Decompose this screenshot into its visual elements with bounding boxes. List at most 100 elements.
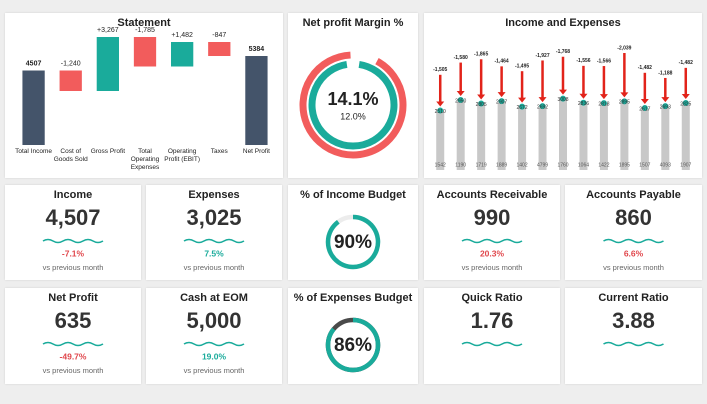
arrow-head [681,94,690,100]
income-marker [478,100,485,107]
expense-arrow [681,67,690,100]
ring-arc [325,317,381,373]
income-label: 2907 [496,99,507,105]
sparkline [603,238,664,244]
expense-arrow [661,77,670,103]
income-bar [497,101,506,170]
expense-label: -1,464 [495,59,509,65]
sparkline [183,341,245,347]
arrow-head [497,92,506,98]
card-graphic: 860 6.6% vs previous month [603,205,664,272]
kpi-value: 4,507 [45,205,100,230]
waterfall-bar [96,37,119,91]
income-marker [621,98,628,105]
kpi-value: 14.1% [327,89,378,109]
data-label: 4507 [26,60,42,67]
expense-label: -1,927 [535,53,549,59]
card-graphic: 5,000 19.0% vs previous month [183,308,245,375]
sparkline [461,238,523,244]
card: Current Ratio 3.88 [565,288,702,384]
bottom-label: 1190 [455,162,466,168]
kpi-note: vs previous month [43,263,104,272]
arrow-head [599,94,608,100]
x-tick-label: Gross Profit [90,148,125,155]
income-label: 2825 [680,101,691,107]
card-graphic: 635 -49.7% vs previous month [42,308,104,375]
expense-arrow [456,62,465,97]
card-title: Accounts Payable [586,189,681,201]
ring-arc [325,214,381,270]
x-tick-label: Total Operating Expenses [130,148,160,171]
x-tick-label: Cost of Goods Sold [53,148,88,163]
card-graphic: 4507 -1,240 +3,267 -1,785 +1,482 -847 5384 [22,27,268,145]
expense-arrow [620,53,629,98]
card: Net Profit 635 -49.7% vs previous month [5,288,141,384]
expense-arrow [640,72,649,104]
income-label: 2617 [639,106,650,112]
card-title: % of Expenses Budget [293,292,413,304]
card-graphic: 4,507 -7.1% vs previous month [43,205,104,272]
income-label: 2818 [598,102,609,108]
kpi-change: 19.0% [202,351,227,361]
expense-label: -1,188 [658,70,672,76]
expense-arrow [538,60,547,103]
bottom-label: 4093 [660,162,671,168]
kpi-value: 860 [615,205,652,230]
data-label: +3,267 [97,27,119,34]
income-marker [641,104,648,111]
bottom-label: 1064 [578,162,589,168]
expense-label: -1,865 [474,52,488,58]
kpi-target: 12.0% [340,111,366,121]
expense-label: -1,566 [597,58,611,64]
expense-label: -2,039 [617,45,631,51]
kpi-change: -49.7% [60,351,87,361]
expense-label: -1,482 [679,60,693,66]
kpi-note: vs previous month [43,366,104,375]
card: Cash at EOM 5,000 19.0% vs previous month [146,288,282,384]
income-marker [600,100,607,107]
card-title: % of Income Budget [300,189,406,201]
card-title: Net Profit [48,292,98,304]
arrow-head [661,97,670,103]
income-marker [498,98,505,105]
income-bar [538,106,547,170]
card-graphic: 90% [325,214,381,270]
bottom-label: 1507 [639,162,650,168]
arrow-head [518,97,527,103]
card: % of Expenses Budget 86% [288,288,418,384]
card-graphic: -1,505 2510 1542 -1,580 2950 1190 -1,865 2805 17… [433,45,693,170]
card-graphic: 14.1% 12.0% [299,51,407,159]
arrow-head [640,98,649,104]
income-marker [560,95,566,102]
arrow-head [559,89,567,95]
bottom-label: 1542 [435,162,446,168]
kpi-note: vs previous month [184,263,245,272]
kpi-change: 20.3% [480,248,505,258]
kpi-value: 1.76 [471,308,514,333]
card: Accounts Payable 860 6.6% vs previous month [565,185,702,280]
kpi-change: -7.1% [62,248,85,258]
sparkline [42,341,104,347]
bottom-label: 1907 [680,162,691,168]
income-bar [579,102,588,170]
income-label: 2836 [578,101,589,107]
ring-value: 86% [334,335,372,356]
income-bar [559,98,567,170]
ring-value: 90% [334,232,372,253]
income-bar [518,106,527,170]
card-graphic: 3.88 [603,308,664,347]
kpi-value: 3.88 [612,308,655,333]
arrow-head [436,101,445,107]
expense-arrow [477,59,486,100]
income-marker [437,107,444,114]
x-tick-label: Operating Profit (EBIT) [164,148,201,163]
kpi-change: 6.6% [624,248,644,258]
card: Income 4,507 -7.1% vs previous month [5,185,141,280]
sparkline [461,341,523,347]
arrow-head [579,93,588,99]
card-title: Statement [117,17,171,29]
income-bar [620,101,629,170]
x-tick-label: Total Income [15,148,52,155]
income-label: 2805 [476,102,487,108]
data-label: -1,785 [135,27,155,34]
